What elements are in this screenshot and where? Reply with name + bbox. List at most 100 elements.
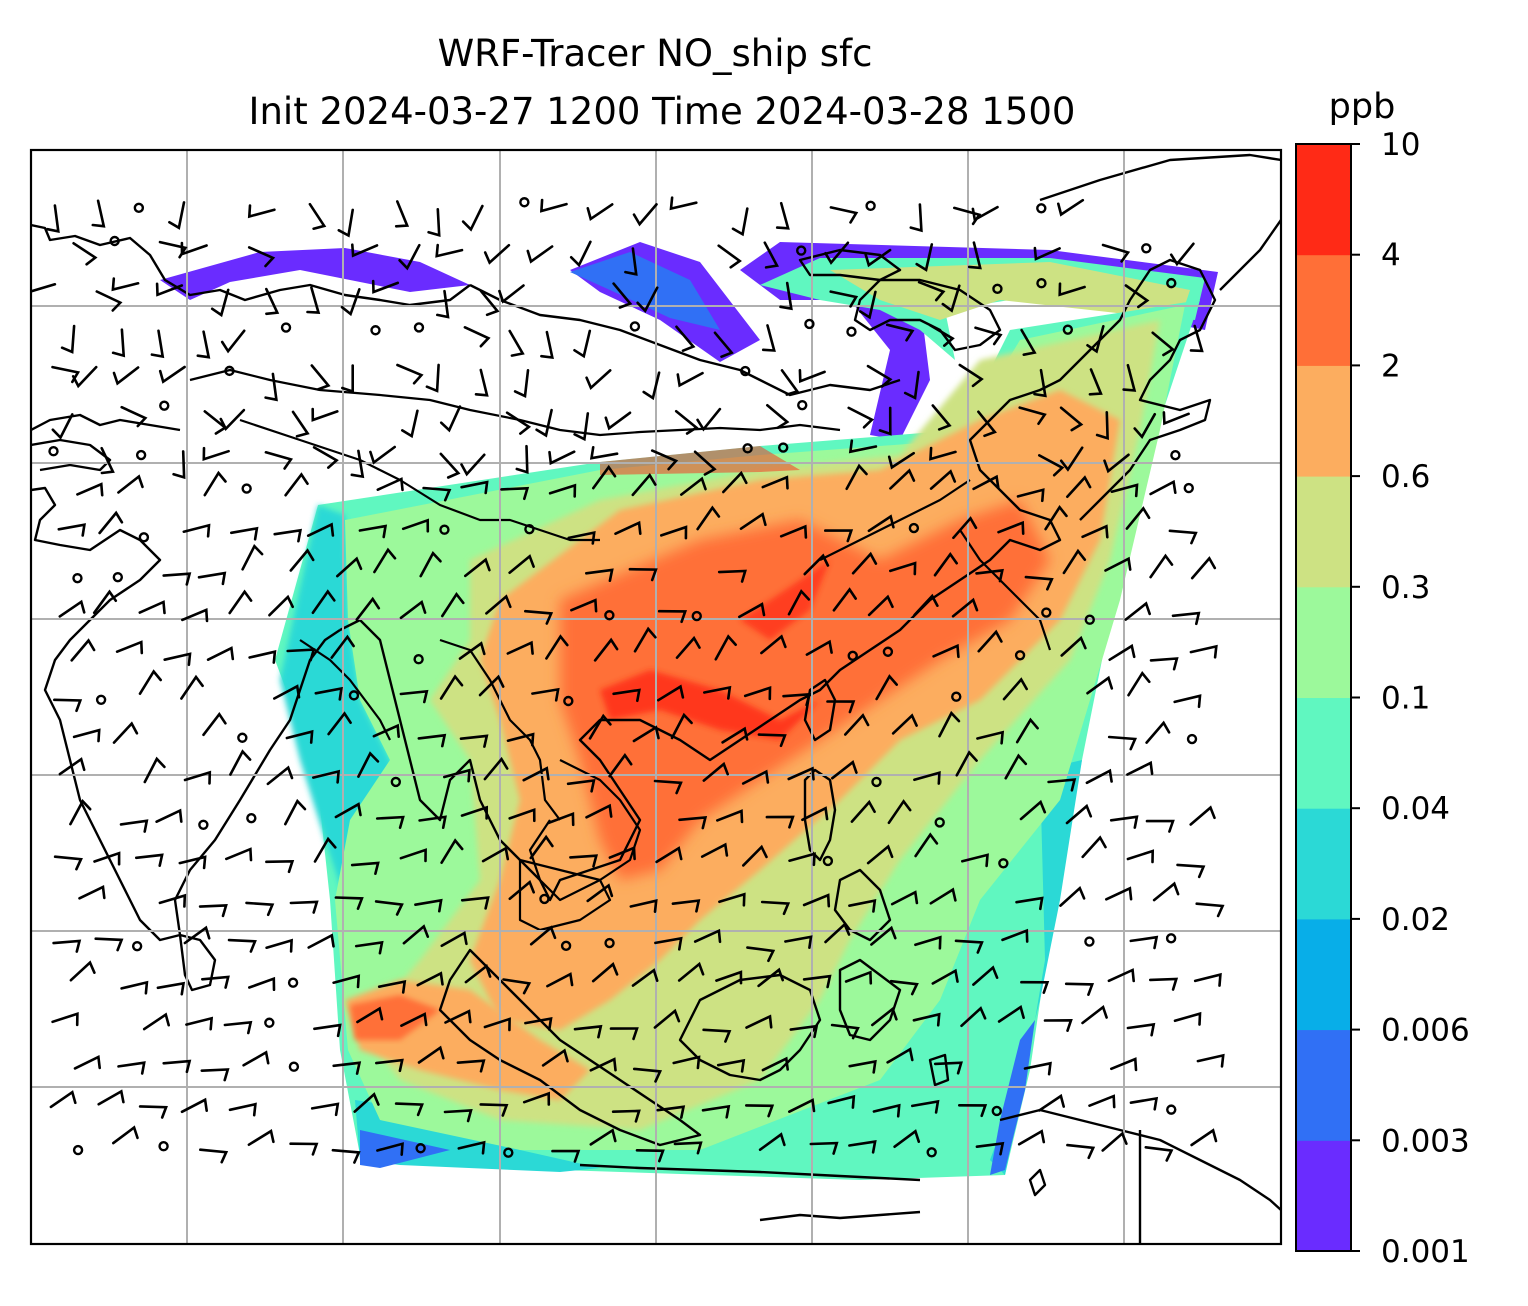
wind-barb bbox=[248, 976, 276, 991]
wind-barb bbox=[1162, 411, 1190, 426]
wind-barb bbox=[1101, 1131, 1128, 1152]
wind-barb bbox=[460, 805, 489, 820]
wind-barb bbox=[745, 1014, 773, 1029]
wind-barb bbox=[609, 1027, 639, 1041]
wind-barb bbox=[91, 199, 106, 228]
calm-wind-marker bbox=[796, 245, 807, 256]
wind-barb bbox=[182, 523, 211, 538]
wind-barb bbox=[355, 596, 381, 621]
calm-wind-marker bbox=[1170, 449, 1181, 461]
wind-barb bbox=[312, 769, 341, 784]
wind-barb bbox=[715, 970, 743, 985]
wind-barb bbox=[70, 638, 96, 662]
wind-barb bbox=[223, 1020, 253, 1035]
wind-barb bbox=[115, 640, 144, 655]
wind-barb bbox=[867, 594, 894, 617]
wind-barb bbox=[535, 408, 553, 438]
wind-barb bbox=[284, 798, 307, 826]
wind-barb bbox=[427, 208, 441, 237]
wind-barb bbox=[612, 282, 633, 309]
wind-barb bbox=[1101, 243, 1131, 263]
wind-barb bbox=[1190, 1128, 1218, 1147]
wind-barb bbox=[356, 1006, 384, 1024]
wind-barb bbox=[775, 201, 790, 230]
colorbar-swatch bbox=[1296, 476, 1351, 588]
wind-barb bbox=[844, 970, 873, 985]
wind-barb bbox=[51, 413, 74, 440]
wind-barb bbox=[893, 1129, 921, 1148]
wind-barb bbox=[850, 799, 876, 823]
wind-barb bbox=[60, 324, 76, 354]
wind-barb bbox=[513, 369, 530, 399]
wind-barb bbox=[915, 243, 934, 272]
wind-barb bbox=[1195, 902, 1225, 918]
wind-barb bbox=[1149, 657, 1179, 671]
wind-barb bbox=[760, 634, 787, 655]
wind-barb bbox=[611, 1109, 641, 1123]
wind-barb bbox=[548, 450, 576, 466]
calm-wind-marker bbox=[138, 532, 150, 543]
wind-barb bbox=[917, 280, 946, 302]
wind-barb bbox=[889, 561, 917, 576]
wind-barb bbox=[180, 1097, 208, 1114]
wind-barb bbox=[1085, 768, 1113, 785]
wind-barb bbox=[377, 979, 407, 994]
wind-barb bbox=[958, 1104, 988, 1118]
wind-barb bbox=[289, 900, 319, 914]
wind-barb bbox=[872, 1103, 901, 1118]
wind-barb bbox=[700, 842, 729, 858]
wind-barb bbox=[1088, 368, 1103, 396]
wind-barb bbox=[340, 288, 361, 317]
wind-barb bbox=[73, 1055, 101, 1070]
wind-barb bbox=[629, 899, 658, 913]
wind-barb bbox=[779, 524, 808, 539]
wind-barb bbox=[539, 198, 568, 213]
wind-barb bbox=[358, 524, 388, 539]
wind-barb bbox=[227, 938, 257, 953]
wind-barb bbox=[758, 1132, 786, 1151]
wind-barb bbox=[1122, 363, 1137, 392]
calm-wind-marker bbox=[415, 1143, 426, 1154]
wind-barb bbox=[941, 284, 961, 313]
wind-barb bbox=[419, 550, 442, 578]
calm-wind-marker bbox=[1186, 733, 1198, 745]
wind-barb bbox=[289, 548, 315, 572]
wind-barb bbox=[914, 832, 939, 858]
wind-barb bbox=[788, 852, 816, 867]
wind-barb bbox=[827, 1094, 856, 1109]
wind-barb bbox=[779, 281, 793, 311]
wind-barb bbox=[955, 750, 978, 777]
wind-barb bbox=[1066, 475, 1092, 498]
calm-wind-marker bbox=[287, 977, 299, 988]
wind-barb bbox=[974, 326, 1003, 346]
wind-barb bbox=[632, 1067, 663, 1083]
wind-barb bbox=[529, 834, 554, 860]
calm-wind-marker bbox=[348, 690, 360, 701]
colorbar-swatch bbox=[1296, 1029, 1351, 1141]
colorbar-tick-label: 2 bbox=[1381, 348, 1401, 384]
wind-barb bbox=[870, 925, 897, 946]
wind-barb bbox=[117, 1061, 146, 1075]
wind-barb bbox=[457, 1140, 486, 1155]
wind-barb bbox=[743, 685, 772, 701]
wind-barb bbox=[547, 811, 575, 827]
colorbar-swatch bbox=[1296, 144, 1351, 256]
calm-wind-marker bbox=[742, 443, 753, 454]
wind-barb bbox=[1086, 325, 1105, 354]
wind-barb bbox=[1124, 601, 1151, 621]
wind-barb bbox=[975, 1141, 1005, 1156]
wind-barb bbox=[848, 1140, 877, 1154]
wind-barb bbox=[336, 556, 363, 578]
wind-barb bbox=[802, 974, 832, 989]
wind-barb bbox=[1043, 1018, 1073, 1032]
wind-barb bbox=[832, 587, 857, 612]
wind-barb bbox=[1129, 935, 1159, 950]
wind-barb bbox=[624, 247, 638, 276]
wind-barb bbox=[248, 650, 277, 664]
wind-barb bbox=[1024, 575, 1054, 591]
wind-barb bbox=[765, 815, 795, 829]
wind-barb bbox=[1017, 1129, 1046, 1146]
wind-barb bbox=[745, 1104, 775, 1118]
wind-barb bbox=[997, 520, 1025, 535]
wind-barb bbox=[485, 594, 512, 615]
